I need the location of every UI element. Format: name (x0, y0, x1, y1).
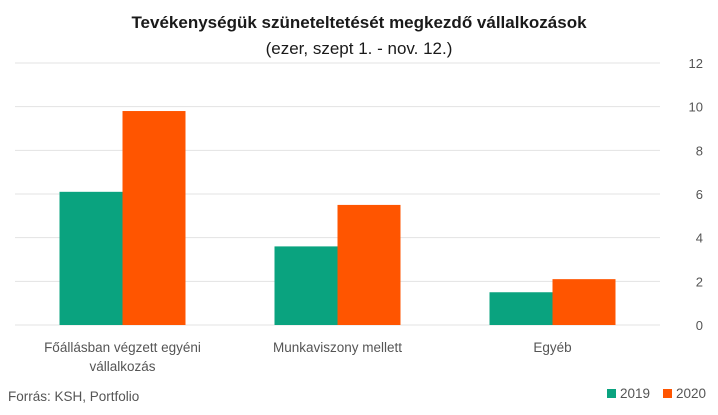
legend: 2019 2020 (607, 386, 706, 401)
y-tick-label: 6 (696, 187, 703, 202)
y-tick-label: 10 (689, 100, 703, 115)
y-tick-label: 12 (689, 56, 703, 71)
bar-2019-1 (274, 246, 338, 325)
y-tick-label: 2 (696, 274, 703, 289)
x-category-label: vállalkozás (89, 359, 155, 374)
legend-label-2020: 2020 (676, 386, 706, 401)
x-category-label: Főállásban végzett egyéni (44, 340, 201, 355)
legend-label-2019: 2019 (620, 386, 650, 401)
bar-2020-0 (122, 111, 186, 326)
y-tick-label: 8 (696, 143, 703, 158)
y-tick-label: 4 (696, 231, 703, 246)
bar-2019-0 (59, 191, 123, 325)
bar-2019-2 (489, 292, 553, 325)
chart-subtitle: (ezer, szept 1. - nov. 12.) (266, 39, 453, 58)
bars (59, 111, 616, 326)
x-category-label: Egyéb (533, 340, 571, 355)
legend-swatch-2019 (607, 389, 616, 398)
x-category-label: Munkaviszony mellett (273, 340, 402, 355)
legend-swatch-2020 (663, 389, 672, 398)
bar-2020-1 (337, 204, 401, 325)
x-axis-categories: Főállásban végzett egyéni vállalkozás Munk… (44, 340, 572, 374)
y-axis-ticks: 0 2 4 6 8 10 12 (689, 56, 703, 333)
chart-title: Tevékenységük szüneteltetését megkezdő v… (131, 13, 587, 32)
bar-2020-2 (552, 279, 616, 325)
source-note: Forrás: KSH, Portfolio (8, 389, 139, 404)
y-tick-label: 0 (696, 318, 703, 333)
